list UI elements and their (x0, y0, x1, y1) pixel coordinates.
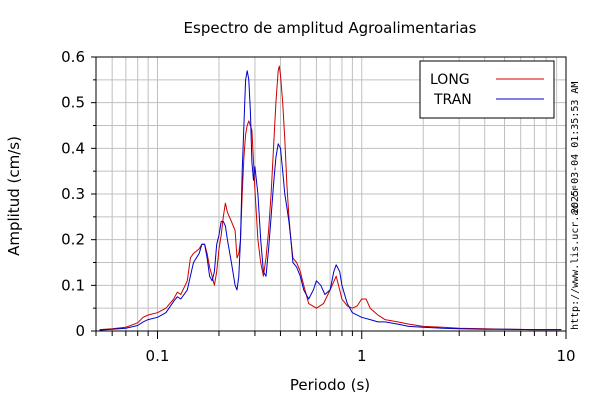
y-tick-label: 0.4 (61, 139, 85, 157)
timestamp-label: 2025-03-04 01:35:53 AM (570, 82, 581, 214)
y-axis-ticks: 0 0.1 0.2 0.3 0.4 0.5 0.6 (61, 48, 96, 340)
series-group (99, 65, 562, 331)
y-tick-label: 0.5 (61, 94, 85, 112)
grid-lines (95, 57, 567, 331)
legend-box (419, 60, 555, 119)
x-axis-ticks: 0.1 1 10 (95, 331, 576, 365)
x-axis-title: Periodo (s) (290, 376, 370, 394)
legend-label-tran: TRAN (433, 92, 472, 108)
series-line-long (99, 65, 562, 331)
series-line-tran (99, 70, 562, 331)
x-tick-label: 1 (357, 347, 367, 365)
y-tick-label: 0.6 (61, 48, 85, 66)
legend: LONG TRAN (419, 60, 555, 119)
x-tick-label: 0.1 (146, 347, 170, 365)
source-url-label: http://www.lis.ucr.ac.cr (570, 186, 581, 331)
chart-title: Espectro de amplitud Agroalimentarias (184, 19, 477, 37)
x-tick-label: 10 (556, 347, 575, 365)
y-tick-label: 0.1 (61, 276, 85, 294)
legend-label-long: LONG (430, 72, 470, 88)
y-tick-label: 0 (75, 322, 85, 340)
y-axis-title: Amplitud (cm/s) (5, 136, 23, 256)
y-tick-label: 0.2 (61, 231, 85, 249)
y-tick-label: 0.3 (61, 185, 85, 203)
